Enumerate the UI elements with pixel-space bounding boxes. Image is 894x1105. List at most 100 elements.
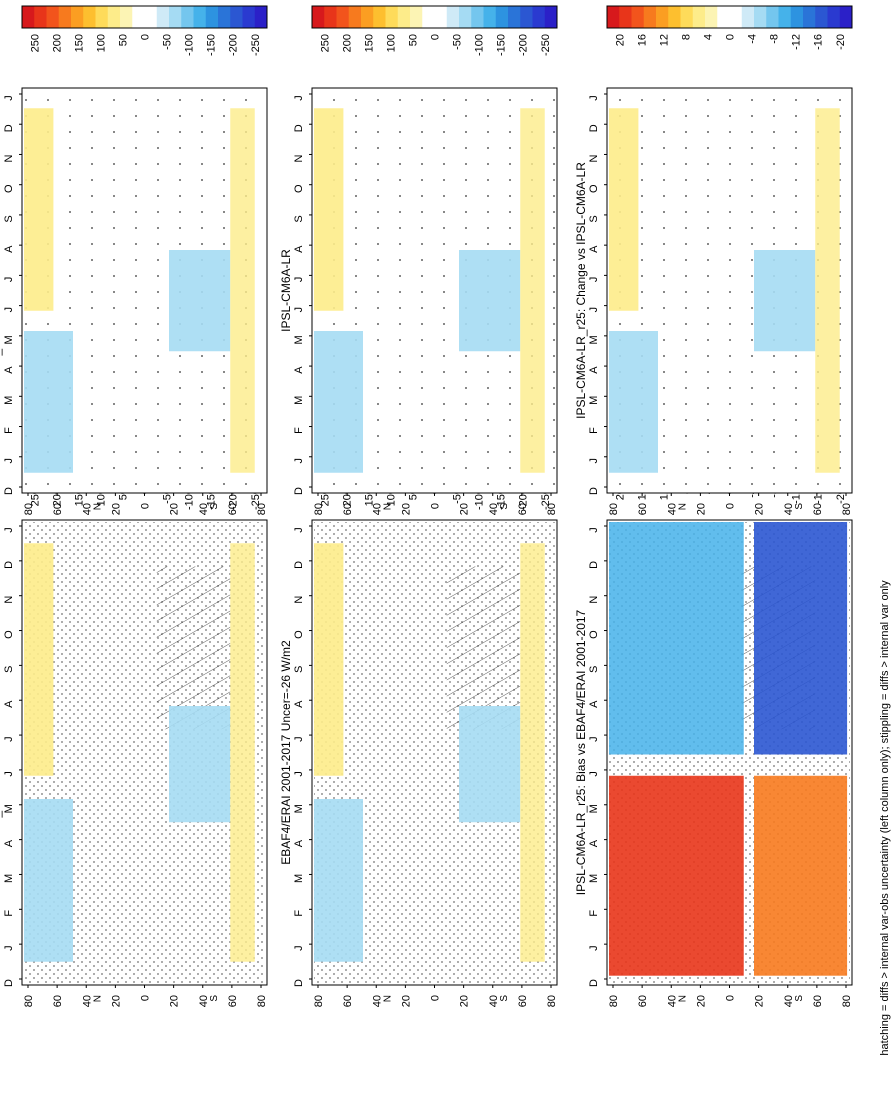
month-tick-label: N [293,596,305,604]
month-tick-label: A [588,839,600,847]
colorbar-tick-label: -20 [835,34,847,50]
month-tick-label: J [3,307,15,313]
month-tick-label: J [3,945,15,951]
colorbar-swatch [520,6,533,28]
lat-tick-label: 20 [754,995,766,1007]
month-tick-label: M [293,804,305,813]
lat-tick-label: 20 [169,503,181,515]
month-tick-label: A [293,366,305,374]
month-tick-label: F [3,910,15,917]
colorbar-swatch [815,6,828,28]
lat-tick-label: 60 [812,995,824,1007]
colorbar-tick-label: -200 [518,488,530,510]
panel-title: IPSL-CM6A-LR [279,249,293,332]
month-tick-label: A [3,700,15,708]
lat-hemi-label: N [382,995,393,1002]
colorbar-swatch [156,6,170,28]
month-tick-label: N [588,154,600,162]
month-tick-label: M [3,335,15,344]
colorbar-swatch [348,6,362,28]
hatching [156,566,231,730]
month-tick-label: A [3,366,15,374]
colorbar-swatch [336,6,350,28]
colorbar-swatch [242,6,256,28]
lat-tick-label: 60 [637,503,649,515]
month-tick-label: J [3,527,15,533]
colorbar-swatch [218,6,231,28]
lat-tick-label: 40 [666,995,678,1007]
lat-hemi-label: S [794,995,805,1002]
lat-tick-label: 20 [695,503,707,515]
field-cool [24,331,73,473]
colorbar-swatch [668,6,681,28]
month-tick-label: J [293,945,305,951]
colorbar-swatch [373,6,386,28]
colorbar-tick-label: -150 [496,34,508,56]
colorbar-tick-label: -200 [228,34,240,56]
month-tick-label: J [588,945,600,951]
lat-tick-label: 60 [637,995,649,1007]
lat-tick-label: 40 [666,503,678,515]
colorbar-swatch [729,6,743,28]
lat-tick-label: 40 [198,995,210,1007]
lat-tick-label: 20 [754,503,766,515]
colorbar-swatch [34,6,47,28]
month-tick-label: N [3,154,15,162]
hatching [446,566,521,730]
month-tick-label: M [293,874,305,883]
colorbar-tick-label: 0 [725,34,737,40]
colorbar-swatch [656,6,669,28]
month-tick-label: J [293,771,305,777]
colorbar-swatch [827,6,841,28]
colorbar-tick-label: -100 [474,34,486,56]
field-warm [609,775,744,976]
colorbar-swatch [230,6,243,28]
month-tick-label: O [293,184,305,193]
month-tick-label: D [293,487,305,495]
colorbar-swatch [95,6,109,28]
month-tick-label: M [293,396,305,405]
colorbar-tick-label: -100 [184,488,196,510]
field-warm [314,543,344,776]
field-cool [314,799,363,962]
colorbar-tick-label: 100 [385,34,397,52]
month-tick-label: J [3,277,15,283]
month-tick-label: J [588,458,600,464]
field-cool [169,706,231,823]
colorbar-swatch [705,6,718,28]
month-tick-label: A [588,245,600,253]
colorbar-swatch [495,6,509,28]
lat-hemi-label: N [382,503,393,510]
colorbar-swatch [532,6,546,28]
colorbar-swatch [193,6,207,28]
colorbar-swatch [766,6,779,28]
colorbar-tick-label: -8 [769,34,781,44]
colorbar-swatch [459,6,472,28]
month-tick-label: J [3,95,15,101]
month-tick-label: O [588,184,600,193]
colorbar-tick-label: -250 [540,34,552,56]
colorbar-swatch [508,6,521,28]
colorbar-swatch [132,6,145,28]
colorbar-tick-label: -12 [791,34,803,50]
month-tick-label: M [3,804,15,813]
month-tick-label: J [293,736,305,742]
colorbar-tick-label: 4 [702,34,714,40]
lat-tick-label: 60 [52,503,64,515]
month-tick-label: D [3,979,15,987]
month-tick-label: A [3,839,15,847]
month-tick-label: D [3,124,15,132]
colorbar-swatch [422,6,435,28]
month-tick-label: J [588,527,600,533]
month-tick-label: N [3,596,15,604]
colorbar-tick-label: 50 [407,34,419,46]
colorbar-tick-label: 250 [29,34,41,52]
colorbar-swatch [71,6,84,28]
lat-tick-label: 20 [459,503,471,515]
colorbar-swatch [692,6,706,28]
month-tick-label: A [3,245,15,253]
colorbar-frame [311,5,558,29]
